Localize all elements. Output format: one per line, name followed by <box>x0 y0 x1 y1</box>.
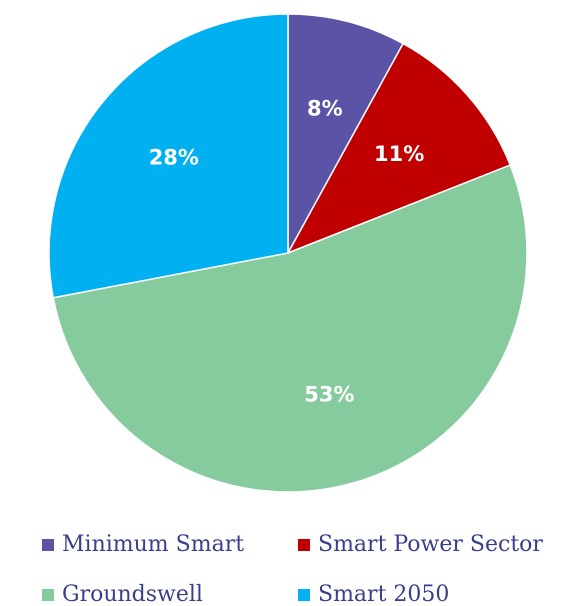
data-label: 53% <box>304 382 354 406</box>
legend-swatch <box>298 539 310 551</box>
legend-label: Groundswell <box>62 582 203 606</box>
pie-slice <box>287 13 405 254</box>
legend-label: Smart Power Sector <box>318 532 543 557</box>
legend-swatch <box>298 589 310 601</box>
data-label: 28% <box>149 146 199 170</box>
pie-slice <box>48 13 289 299</box>
legend-label: Smart 2050 <box>318 582 449 606</box>
data-label: 8% <box>307 96 343 120</box>
legend-swatch <box>42 589 54 601</box>
legend-swatch <box>42 539 54 551</box>
legend-label: Minimum Smart <box>62 532 244 557</box>
data-label: 11% <box>374 142 424 166</box>
pie-slice <box>286 42 512 255</box>
pie-slice <box>52 164 528 493</box>
